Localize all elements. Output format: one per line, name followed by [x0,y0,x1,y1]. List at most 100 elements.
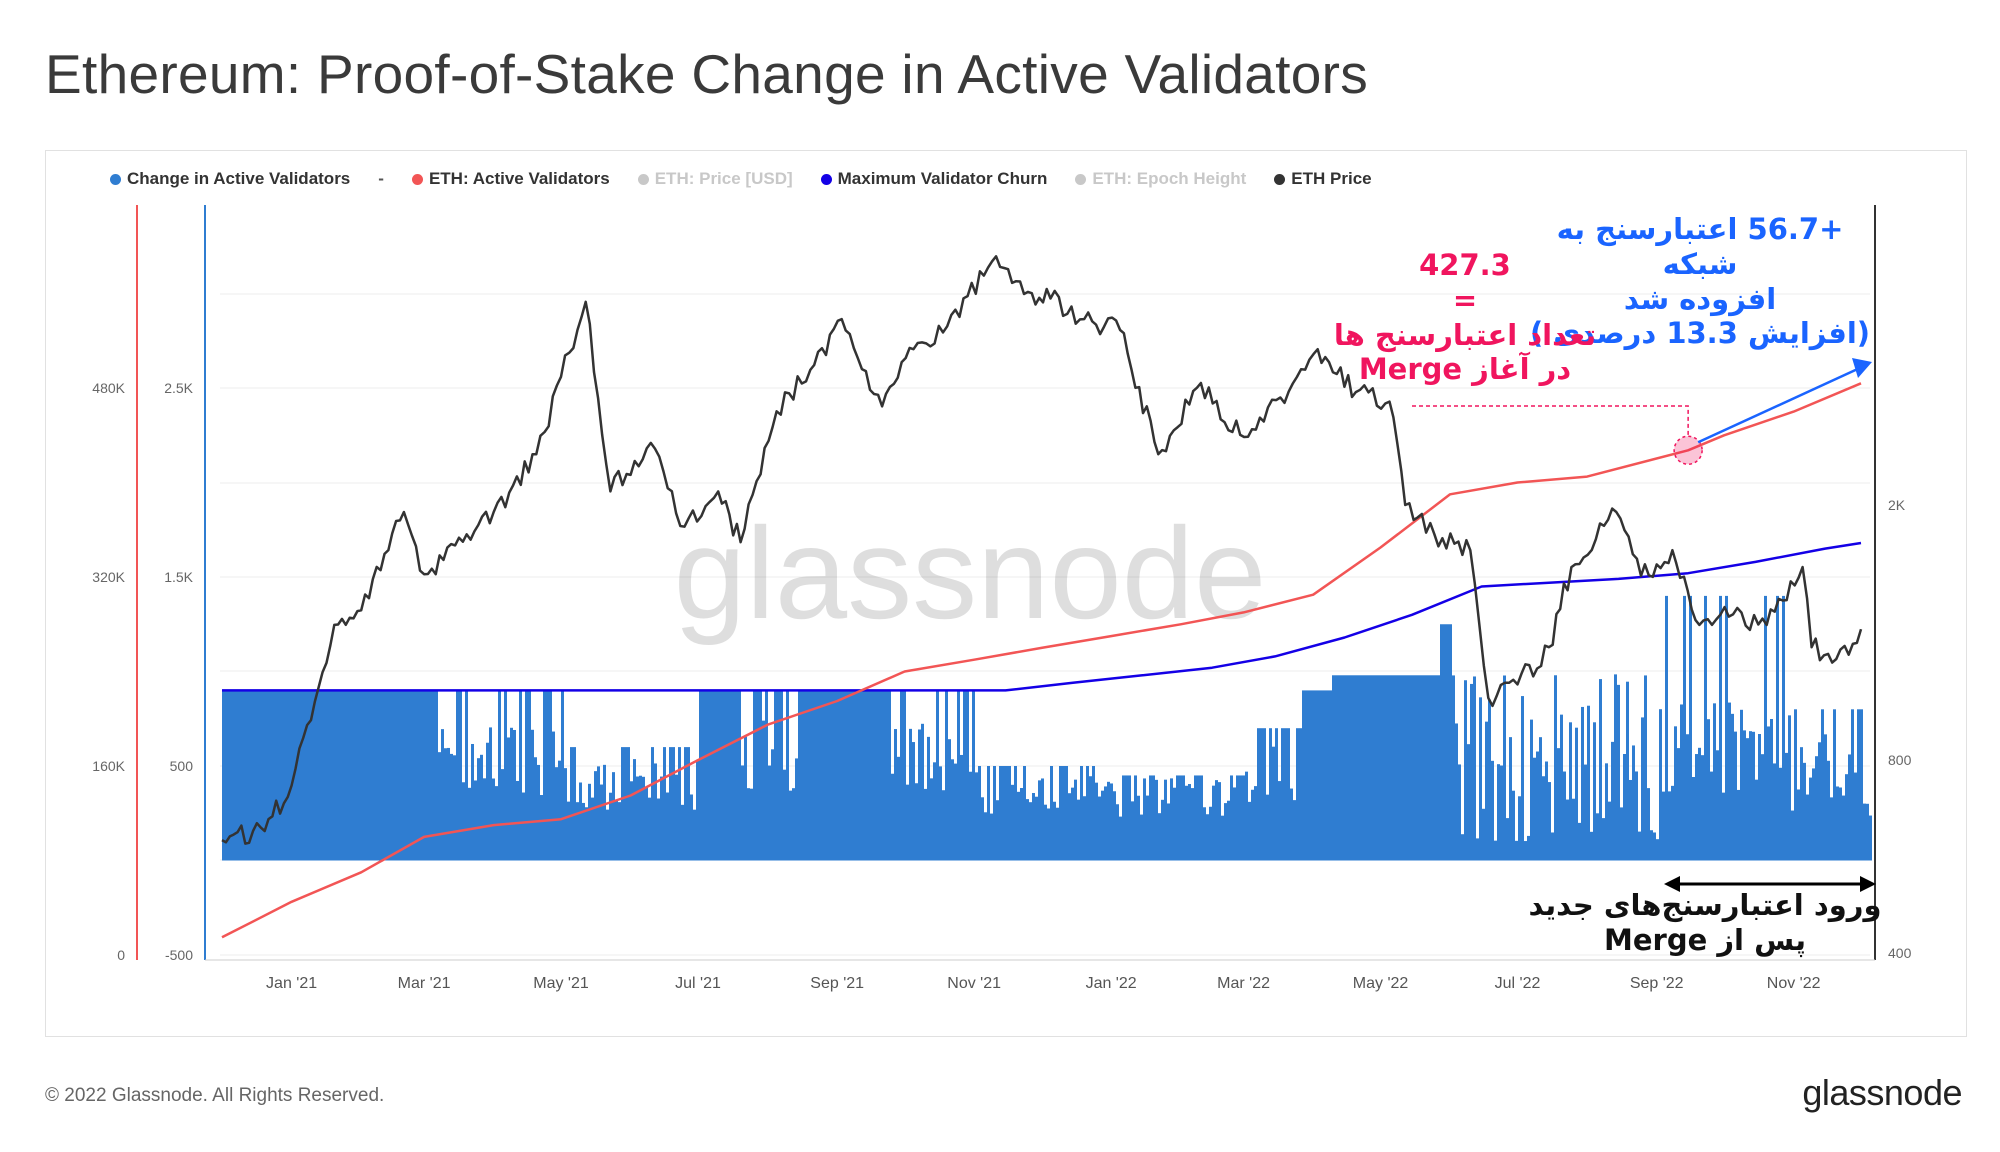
validator-change-bar [1551,832,1554,861]
validator-change-bar [1791,810,1794,861]
validator-change-bar [711,690,714,861]
validator-change-bar [1815,756,1818,861]
validator-change-bar [1794,709,1797,861]
validator-change-bar [1305,690,1308,861]
validator-change-bar [474,780,477,861]
validator-change-bar [519,690,522,861]
validator-change-bar [975,772,978,861]
validator-change-bar [1539,737,1542,861]
validator-change-bar [783,769,786,861]
validator-change-bar [912,742,915,861]
validator-change-bar [1392,675,1395,861]
validator-change-bar [1002,766,1005,861]
validator-change-bar [831,690,834,861]
validator-change-bar [1236,775,1239,861]
legend-dot-icon [1075,173,1087,185]
validator-change-bar [333,690,336,861]
validator-change-bar [588,783,591,861]
validator-change-bar [1371,675,1374,861]
validator-change-bar [1098,796,1101,861]
validator-change-bar [273,690,276,861]
x-tick-label: Nov '22 [1767,975,1821,992]
validator-change-bar [222,690,225,861]
legend-item[interactable]: ETH: Active Validators [411,169,610,189]
validator-change-bar [1680,704,1683,861]
validator-change-bar [1017,791,1020,861]
validator-change-bar [687,747,690,861]
validator-change-bar [366,690,369,861]
validator-change-bar [1230,775,1233,861]
watermark-logo: glassnode [674,500,1267,646]
validator-change-bar [1599,679,1602,861]
validator-change-bar [1524,841,1527,861]
validator-change-bar [1842,795,1845,861]
validator-change-bar [1422,675,1425,861]
validator-change-bar [1668,791,1671,861]
validator-change-bar [411,690,414,861]
validator-change-bar [1452,675,1455,861]
legend-item[interactable]: Change in Active Validators [110,169,350,189]
validator-change-bar [861,690,864,861]
validator-change-bar [297,690,300,861]
validator-change-bar [1269,728,1272,861]
validator-change-bar [921,723,924,861]
validator-change-bar [1572,798,1575,861]
validator-change-bar [753,690,756,861]
validator-change-bar [303,690,306,861]
validator-change-bar [1629,779,1632,861]
validator-change-bar [1812,768,1815,861]
validator-change-bar [756,690,759,861]
validator-change-bar [846,690,849,861]
validator-change-bar [1683,595,1686,861]
validator-change-bar [1809,777,1812,861]
validator-change-bar [396,690,399,861]
legend-item[interactable]: ETH: Price [USD] [637,169,793,189]
validator-change-bar [465,690,468,861]
validator-change-bar [288,690,291,861]
legend-item[interactable]: Maximum Validator Churn [820,169,1047,189]
validator-change-bar [1437,675,1440,861]
validator-change-bar [828,690,831,861]
validator-change-bar [504,690,507,861]
validator-change-bar [795,758,798,861]
validator-change-bar [1641,717,1644,861]
validator-change-bar [1656,839,1659,861]
validator-change-bar [1461,834,1464,861]
validator-change-bar [312,690,315,861]
validator-change-bar [1506,818,1509,861]
validator-change-bar [1866,803,1869,861]
legend-item[interactable]: ETH Price [1274,169,1372,189]
legend-item[interactable]: ETH: Epoch Height [1075,169,1246,189]
annotation-merge-line1: تعداد اعتبارسنج ها [1333,317,1597,352]
validator-change-bar [477,758,480,861]
validator-change-bar [1854,772,1857,861]
validator-change-bar [1740,709,1743,861]
validator-change-bar [855,690,858,861]
x-tick-label: Sep '22 [1630,975,1684,992]
validator-change-bar [1749,731,1752,861]
validator-change-bar [1032,792,1035,861]
validator-change-bar [954,763,957,861]
validator-change-bar [1488,699,1491,861]
validator-change-bar [1761,754,1764,861]
validator-change-bar [1218,782,1221,861]
y-tick-label-price: 400 [1888,945,1912,961]
validator-change-bar [615,800,618,861]
validator-change-bar [1512,790,1515,861]
validator-change-bar [417,690,420,861]
validator-change-bar [1776,595,1779,861]
validator-change-bar [723,690,726,861]
validator-change-bar [582,802,585,861]
validator-change-bar [1113,791,1116,861]
validator-change-bar [381,690,384,861]
eth-price-line [221,255,1863,845]
glassnode-logo[interactable]: glassnode [1802,1072,1962,1113]
validator-change-bar [717,690,720,861]
validator-change-bar [1140,814,1143,861]
validator-change-bar [819,690,822,861]
validator-change-bar [1833,709,1836,861]
validator-change-bar [654,763,657,861]
validator-change-bar [1863,803,1866,861]
legend-dot-icon [110,173,121,185]
validator-change-bar [897,756,900,861]
